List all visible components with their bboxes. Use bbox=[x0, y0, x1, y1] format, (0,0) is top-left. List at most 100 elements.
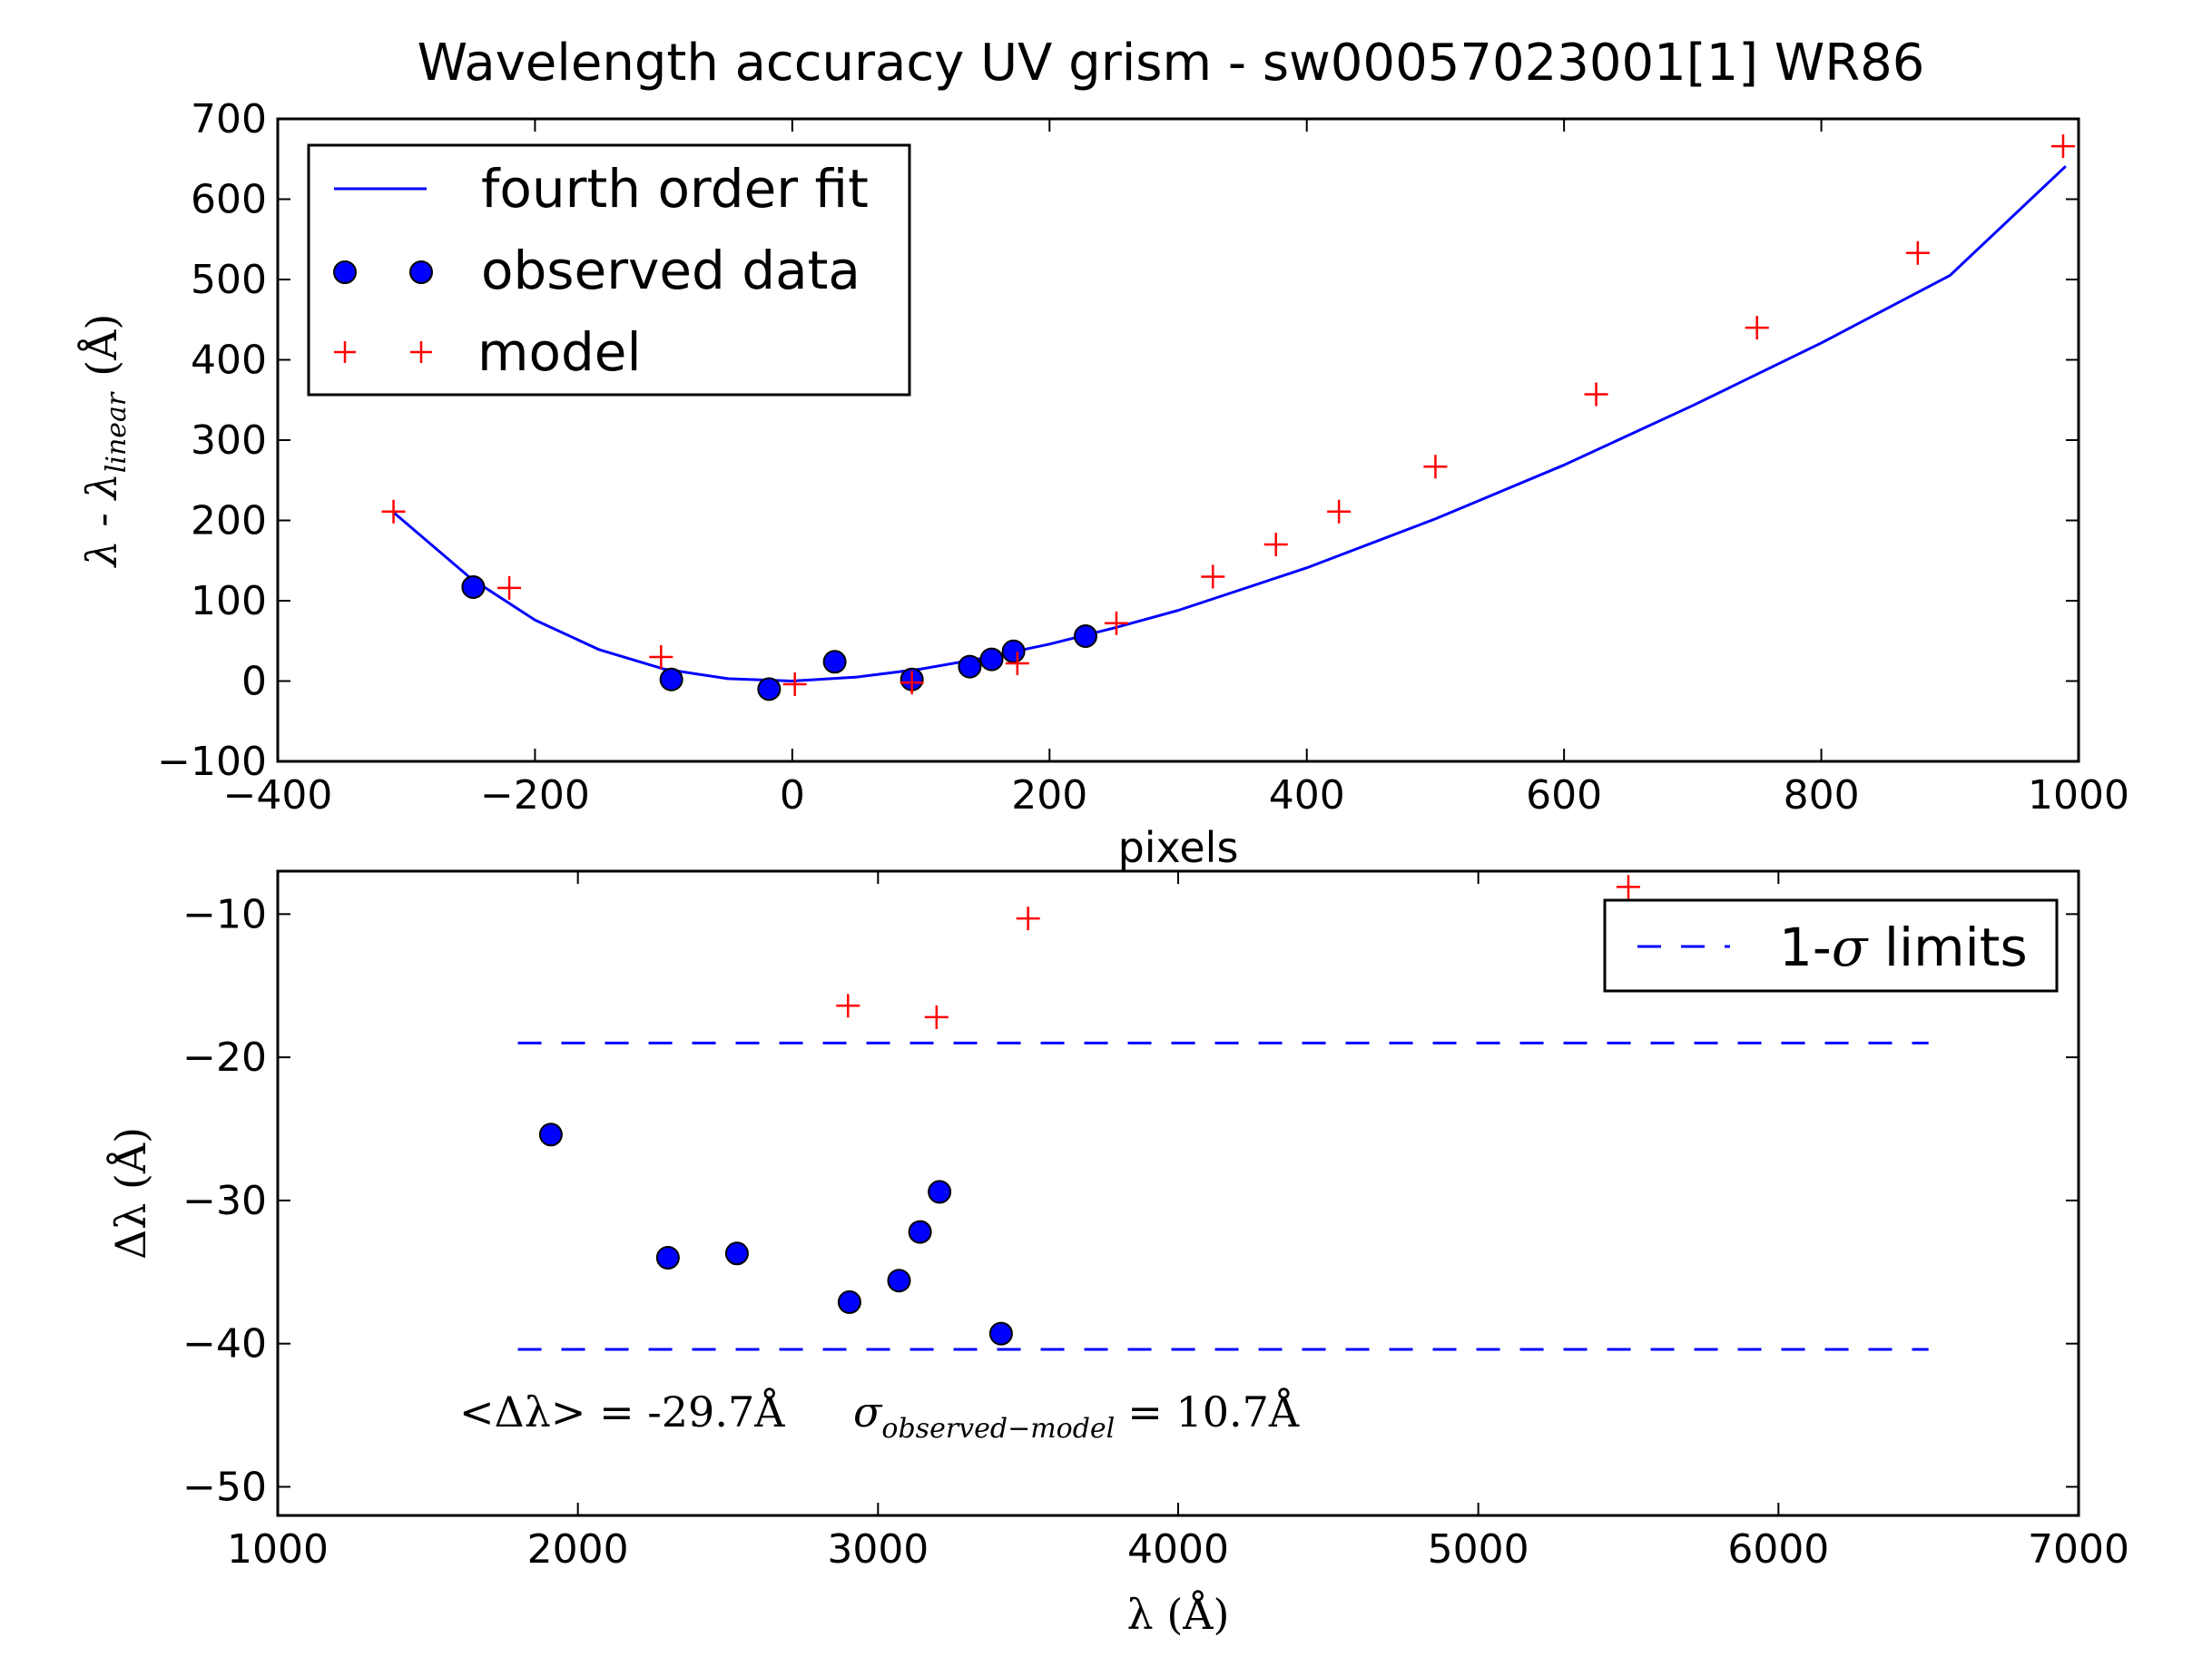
legend-observed-swatch-2 bbox=[409, 260, 433, 284]
top-model-point bbox=[1104, 611, 1128, 635]
legend-model-swatch bbox=[334, 341, 432, 363]
legend-sigma-suffix: limits bbox=[1867, 917, 2027, 978]
legend-observed-swatch-1 bbox=[333, 260, 357, 284]
top-model-point bbox=[649, 644, 673, 669]
bottom-observed-point bbox=[928, 1180, 952, 1204]
top-y-tick-label: 300 bbox=[191, 417, 267, 464]
top-y-tick-label: −100 bbox=[157, 739, 267, 785]
top-observed-point bbox=[958, 654, 982, 679]
top-observed-point bbox=[757, 677, 782, 701]
top-model-point bbox=[2050, 134, 2075, 159]
top-observed-point bbox=[461, 574, 486, 599]
bottom-lines-layer bbox=[517, 1041, 1929, 1351]
top-x-tick-label: −400 bbox=[223, 772, 333, 819]
top-model-point bbox=[1584, 382, 1608, 407]
bottom-y-tick-label: −20 bbox=[182, 1035, 267, 1081]
top-model-point bbox=[900, 671, 924, 695]
top-model-point bbox=[782, 672, 807, 697]
top-y-tick-label: 0 bbox=[241, 659, 267, 705]
top-model-point bbox=[1201, 564, 1225, 589]
legend-model-label: model bbox=[477, 321, 642, 383]
bottom-legend: 1-σ limits bbox=[1603, 898, 2059, 993]
top-legend-box bbox=[307, 143, 911, 397]
bottom-model-point bbox=[1016, 907, 1040, 931]
top-y-label-main: λ - λ bbox=[77, 473, 126, 568]
top-x-tick-label: −200 bbox=[480, 772, 590, 819]
top-x-tick-label: 800 bbox=[1784, 772, 1860, 819]
top-x-axis-label: pixels bbox=[1118, 823, 1239, 872]
top-y-tick-label: 600 bbox=[191, 177, 267, 223]
annotation-sigma-value: = 10.7Å bbox=[1127, 1387, 1300, 1437]
top-model-point bbox=[381, 499, 406, 524]
top-y-tick-label: 100 bbox=[191, 578, 267, 624]
legend-fit-label: fourth order fit bbox=[481, 158, 869, 220]
bottom-legend-box bbox=[1603, 898, 2059, 993]
bottom-observed-point bbox=[988, 1321, 1013, 1346]
bottom-observed-point bbox=[538, 1123, 563, 1147]
bottom-x-tick-label: 1000 bbox=[227, 1526, 329, 1573]
top-y-tick-label: 500 bbox=[191, 257, 267, 303]
bottom-y-tick-label: −40 bbox=[182, 1321, 267, 1368]
bottom-x-tick-label: 6000 bbox=[1727, 1526, 1829, 1573]
top-ticks-layer: −400 −200 0 200 400 600 800 1000 −100 0 100 200 300 4… bbox=[157, 96, 2129, 819]
top-model-point bbox=[497, 575, 522, 600]
top-y-tick-label: 200 bbox=[191, 498, 267, 544]
bottom-x-tick-label: 3000 bbox=[827, 1526, 929, 1573]
top-y-tick-label: 700 bbox=[191, 96, 267, 142]
top-observed-point bbox=[822, 650, 847, 674]
bottom-y-tick-label: −10 bbox=[182, 891, 267, 937]
top-x-tick-label: 200 bbox=[1011, 772, 1087, 819]
top-model-point bbox=[1745, 316, 1769, 340]
annotation-mean: <Δλ> = -29.7Å bbox=[459, 1387, 785, 1437]
top-model-point bbox=[1005, 652, 1029, 676]
top-y-label-sub: linear bbox=[101, 391, 133, 473]
bottom-model-point bbox=[924, 1005, 949, 1029]
top-model-point bbox=[1905, 240, 1930, 265]
top-observed-point bbox=[659, 667, 683, 691]
bottom-y-tick-label: −50 bbox=[182, 1464, 267, 1510]
top-observed-point bbox=[979, 647, 1004, 672]
chart-title: Wavelength accuracy UV grism - sw0005702… bbox=[418, 34, 1925, 93]
top-points-layer bbox=[381, 134, 2075, 701]
top-model-point bbox=[1423, 455, 1448, 479]
top-observed-point bbox=[1001, 639, 1026, 663]
top-x-tick-label: 600 bbox=[1526, 772, 1602, 819]
bottom-x-tick-label: 7000 bbox=[2028, 1526, 2129, 1573]
top-legend: fourth order fit observed data model bbox=[307, 143, 911, 397]
legend-sigma-prefix: 1- bbox=[1779, 917, 1832, 978]
bottom-x-tick-label: 5000 bbox=[1428, 1526, 1529, 1573]
bottom-y-tick-label: −30 bbox=[182, 1178, 267, 1224]
bottom-observed-point bbox=[655, 1246, 680, 1270]
bottom-model-point bbox=[836, 994, 860, 1018]
top-model-point bbox=[1263, 533, 1288, 557]
bottom-panel: 1000 2000 3000 4000 5000 6000 7000 −50 −40 −30 −20… bbox=[105, 869, 2129, 1639]
bottom-model-point bbox=[1617, 875, 1640, 899]
bottom-observed-point bbox=[908, 1220, 932, 1244]
annotation-sigma-symbol: σ bbox=[853, 1388, 883, 1437]
top-x-tick-label: 400 bbox=[1269, 772, 1345, 819]
bottom-x-tick-label: 4000 bbox=[1127, 1526, 1229, 1573]
bottom-observed-point bbox=[887, 1269, 911, 1293]
bottom-points-layer bbox=[538, 875, 1640, 1346]
bottom-x-axis-label: λ (Å) bbox=[1127, 1589, 1230, 1639]
bottom-x-tick-label: 2000 bbox=[527, 1526, 629, 1573]
top-model-point bbox=[1327, 499, 1352, 524]
annotation-sigma: σobserved−model = 10.7Å bbox=[853, 1387, 1300, 1445]
bottom-observed-point bbox=[724, 1241, 749, 1266]
top-panel: −400 −200 0 200 400 600 800 1000 −100 0 100 200 300 4… bbox=[76, 96, 2129, 872]
top-x-tick-label: 0 bbox=[780, 772, 805, 819]
top-x-tick-label: 1000 bbox=[2028, 772, 2129, 819]
svg-text:λ - λlinear(Å): λ - λlinear (Å) bbox=[76, 314, 133, 569]
legend-observed-label: observed data bbox=[481, 240, 860, 301]
legend-sigma-label: 1-σ limits bbox=[1779, 917, 2028, 978]
top-y-label-unit: (Å) bbox=[76, 314, 126, 377]
bottom-y-axis-label: Δλ (Å) bbox=[105, 1127, 155, 1260]
bottom-ticks-layer: 1000 2000 3000 4000 5000 6000 7000 −50 −40 −30 −20… bbox=[182, 871, 2129, 1573]
annotation-sigma-sub: observed−model bbox=[881, 1413, 1115, 1445]
bottom-observed-point bbox=[837, 1289, 861, 1314]
top-y-axis-label: λ - λlinear (Å) bbox=[76, 314, 133, 569]
top-observed-point bbox=[1073, 623, 1097, 648]
top-y-tick-label: 400 bbox=[191, 338, 267, 384]
legend-sigma-symbol: σ bbox=[1832, 917, 1869, 978]
